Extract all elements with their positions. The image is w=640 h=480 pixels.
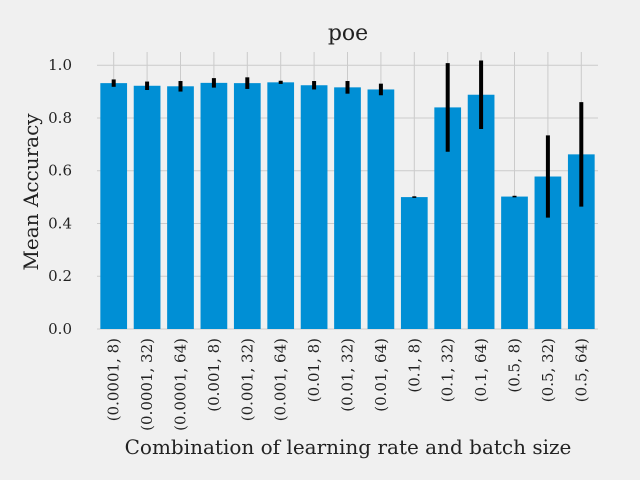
x-tick-label: (0.5, 32) <box>539 338 557 402</box>
y-tick-label: 0.0 <box>48 320 72 338</box>
bars <box>100 82 595 330</box>
bar <box>467 94 495 329</box>
bar <box>300 85 328 330</box>
y-tick-label: 0.6 <box>48 162 72 180</box>
y-tick-label: 0.4 <box>48 214 72 232</box>
bar <box>501 196 528 329</box>
x-tick-label: (0.0001, 8) <box>105 338 123 421</box>
x-tick-label: (0.01, 64) <box>372 338 390 412</box>
bar <box>334 87 361 329</box>
x-tick-label: (0.001, 64) <box>272 338 290 421</box>
bar <box>367 89 395 329</box>
x-axis-label: Combination of learning rate and batch s… <box>125 435 572 459</box>
bar <box>167 86 194 330</box>
x-tick-label: (0.0001, 64) <box>172 338 190 431</box>
chart-title: poe <box>328 21 368 46</box>
x-tick-label: (0.01, 8) <box>305 338 323 402</box>
x-tick-label: (0.5, 8) <box>506 338 524 393</box>
bar <box>100 83 128 330</box>
y-tick-label: 0.2 <box>48 267 72 285</box>
x-tick-label: (0.01, 32) <box>339 338 357 412</box>
x-axis-ticks: (0.0001, 8) (0.0001, 32) (0.0001, 64) (0.00… <box>105 338 591 431</box>
bar <box>400 197 428 329</box>
bar <box>200 82 228 329</box>
bar <box>133 85 161 330</box>
error-bars <box>111 60 584 218</box>
y-tick-label: 1.0 <box>48 56 72 74</box>
x-tick-label: (0.1, 8) <box>405 338 423 393</box>
y-tick-label: 0.8 <box>48 109 72 127</box>
x-tick-label: (0.1, 64) <box>472 338 490 402</box>
x-tick-label: (0.001, 8) <box>205 338 223 412</box>
x-tick-label: (0.5, 64) <box>572 338 590 402</box>
bar <box>267 82 295 329</box>
y-axis-label: Mean Accuracy <box>19 113 43 271</box>
x-tick-label: (0.001, 32) <box>238 338 256 421</box>
y-axis-ticks: 0.0 0.2 0.4 0.6 0.8 1.0 <box>48 56 72 338</box>
x-tick-label: (0.1, 32) <box>439 338 457 402</box>
x-tick-label: (0.0001, 32) <box>138 338 156 431</box>
bar <box>233 83 261 330</box>
